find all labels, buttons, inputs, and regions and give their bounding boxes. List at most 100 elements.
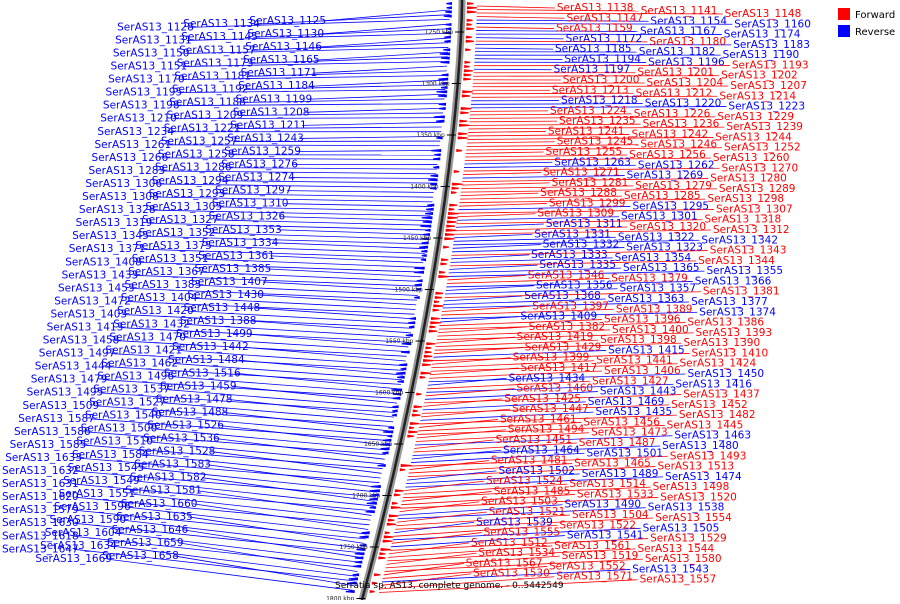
- forward-feature-arrow: [421, 372, 432, 375]
- forward-feature-arrow: [459, 124, 469, 127]
- forward-feature-arrow: [425, 351, 432, 354]
- forward-feature-arrow: [458, 132, 467, 135]
- tick-label: 1500 kbp: [395, 287, 423, 294]
- reverse-feature-arrow: [370, 506, 376, 509]
- reverse-feature-arrow: [355, 561, 363, 564]
- label-connector: [436, 337, 515, 343]
- feature-label-reverse: SerAS13_1646: [112, 524, 189, 536]
- label-connector: [475, 48, 553, 49]
- genome-caption: Serratia sp. AS13, complete genome. - 0.…: [335, 581, 564, 591]
- label-connector: [468, 131, 546, 132]
- feature-label-reverse: SerAS13_1310: [212, 198, 289, 210]
- feature-label-forward: SerAS13_1530: [473, 568, 550, 580]
- reverse-feature-arrow: [439, 107, 446, 110]
- forward-feature-arrow: [466, 27, 474, 30]
- label-connector: [477, 6, 555, 8]
- reverse-feature-arrow: [359, 535, 368, 538]
- reverse-feature-arrow: [414, 271, 424, 274]
- forward-feature-arrow: [387, 523, 396, 526]
- forward-feature-arrow: [466, 40, 474, 43]
- reverse-feature-arrow: [349, 577, 358, 580]
- forward-feature-arrow: [383, 540, 393, 543]
- label-connector: [308, 94, 445, 99]
- label-connector: [464, 162, 552, 164]
- label-connector: [206, 465, 378, 488]
- forward-feature-arrow: [467, 6, 477, 9]
- forward-feature-arrow: [456, 149, 462, 152]
- label-connector: [434, 347, 523, 353]
- label-connector: [305, 108, 444, 112]
- forward-feature-arrow: [420, 376, 426, 379]
- forward-feature-arrow: [466, 36, 472, 39]
- feature-label-reverse: SerAS13_1658: [102, 550, 179, 562]
- forward-feature-arrow: [434, 300, 439, 303]
- label-connector: [460, 193, 538, 196]
- reverse-feature-arrow: [367, 502, 377, 505]
- label-connector: [277, 230, 428, 235]
- reverse-feature-arrow: [410, 317, 416, 320]
- feature-label-reverse: SerAS13_1669: [35, 553, 112, 565]
- feature-label-reverse: SerAS13_1171: [241, 67, 318, 79]
- reverse-feature-arrow: [392, 414, 397, 417]
- reverse-feature-arrow: [434, 153, 441, 156]
- feature-label-reverse: SerAS13_1660: [121, 498, 198, 510]
- label-connector: [232, 386, 397, 403]
- feature-label-reverse: SerAS13_1326: [209, 211, 286, 223]
- label-connector: [430, 368, 519, 375]
- forward-feature-arrow: [408, 430, 418, 433]
- forward-feature-arrow: [435, 296, 442, 299]
- feature-label-reverse: SerAS13_1259: [224, 145, 301, 157]
- label-connector: [476, 27, 554, 29]
- feature-label-reverse: SerAS13_1484: [168, 354, 245, 366]
- feature-label-reverse: SerAS13_1478: [156, 393, 233, 405]
- reverse-feature-arrow: [422, 216, 433, 219]
- feature-label-reverse: SerAS13_1528: [139, 446, 216, 458]
- label-connector: [454, 234, 532, 238]
- feature-label-reverse: SerAS13_1385: [195, 263, 272, 275]
- label-connector: [228, 399, 394, 417]
- feature-label-reverse: SerAS13_1516: [164, 367, 241, 379]
- legend-reverse-swatch: [838, 25, 850, 37]
- feature-label-reverse: SerAS13_1297: [215, 185, 292, 197]
- forward-feature-arrow: [454, 170, 460, 173]
- forward-feature-arrow: [379, 552, 385, 555]
- label-connector: [477, 17, 565, 19]
- label-connector: [188, 517, 364, 544]
- feature-label-reverse: SerAS13_1274: [218, 172, 295, 184]
- label-connector: [270, 256, 423, 263]
- label-connector: [244, 347, 406, 361]
- reverse-feature-arrow: [421, 258, 426, 261]
- feature-label-reverse: SerAS13_1361: [198, 250, 275, 262]
- tick-label: 1650 kbp: [364, 441, 392, 448]
- tick-label: 1700 kbp: [352, 493, 380, 500]
- forward-feature-arrow: [449, 204, 457, 207]
- forward-feature-arrow: [441, 258, 448, 261]
- forward-feature-arrow: [410, 422, 419, 425]
- feature-label-reverse: SerAS13_1199: [236, 93, 313, 105]
- label-connector: [475, 59, 563, 60]
- feature-label-reverse: SerAS13_1581: [125, 485, 202, 497]
- reverse-feature-arrow: [425, 212, 433, 215]
- reverse-feature-arrow: [445, 10, 452, 13]
- feature-label-reverse: SerAS13_1184: [238, 80, 315, 92]
- forward-feature-arrow: [459, 120, 467, 123]
- tick-label: 1400 kbp: [410, 184, 438, 191]
- forward-feature-arrow: [384, 535, 394, 538]
- label-connector: [456, 224, 544, 227]
- label-connector: [302, 122, 442, 125]
- forward-feature-arrow: [444, 237, 454, 240]
- forward-feature-arrow: [460, 111, 469, 114]
- forward-feature-arrow: [407, 435, 414, 438]
- forward-feature-arrow: [389, 514, 399, 517]
- reverse-feature-arrow: [397, 376, 405, 379]
- forward-feature-arrow: [462, 90, 473, 93]
- forward-feature-arrow: [465, 48, 470, 51]
- forward-feature-arrow: [467, 19, 473, 22]
- reverse-feature-arrow: [431, 149, 441, 152]
- feature-label-reverse: SerAS13_1407: [191, 276, 268, 288]
- feature-label-reverse: SerAS13_1448: [184, 302, 261, 314]
- label-connector: [179, 543, 358, 572]
- legend-forward-swatch: [838, 8, 850, 20]
- forward-feature-arrow: [451, 191, 456, 194]
